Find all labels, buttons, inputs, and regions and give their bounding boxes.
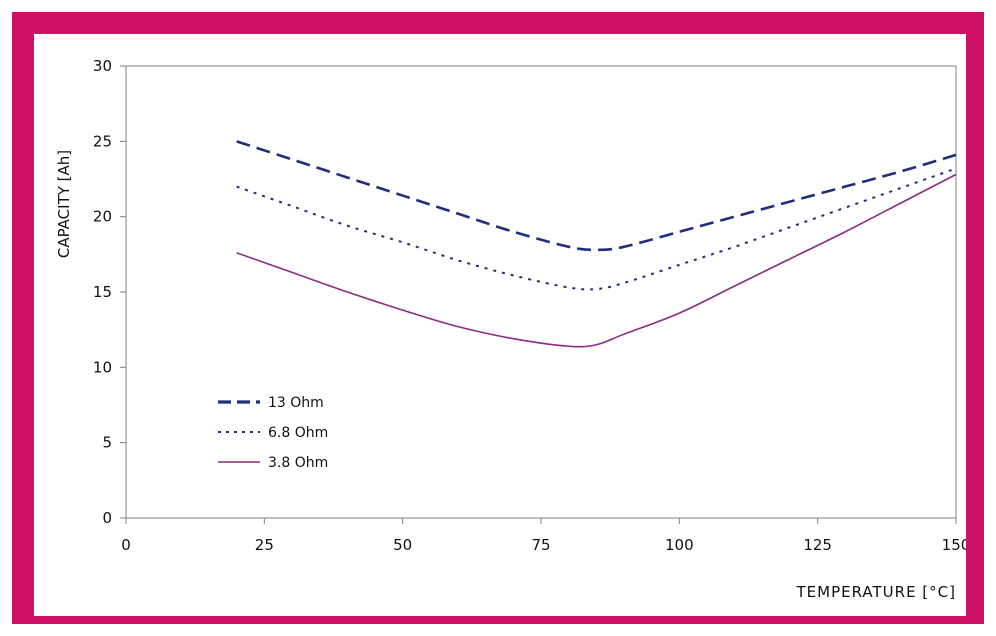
x-tick-label: 75 xyxy=(531,536,550,554)
y-tick-label: 30 xyxy=(93,57,112,75)
legend: 13 Ohm 6.8 Ohm 3.8 Ohm xyxy=(218,395,328,471)
series-line-0 xyxy=(236,140,957,252)
y-tick-label: 5 xyxy=(102,434,112,452)
x-tick-label: 125 xyxy=(803,536,832,554)
series-layer xyxy=(236,140,957,348)
x-tick-label: 100 xyxy=(665,536,694,554)
legend-label-0: 13 Ohm xyxy=(268,395,324,411)
y-tick-label: 10 xyxy=(93,358,112,376)
y-tick-label: 20 xyxy=(93,208,112,226)
y-axis-label: CAPACITY [Ah] xyxy=(55,150,73,258)
y-tick-label: 15 xyxy=(93,283,112,301)
x-axis-label: TEMPERATURE [°C] xyxy=(795,583,956,601)
x-axis: 0 25 50 75 100 125 150 xyxy=(121,518,970,554)
x-tick-label: 0 xyxy=(121,536,131,554)
legend-label-2: 3.8 Ohm xyxy=(268,455,328,471)
line-chart: 0 5 10 15 20 25 30 0 25 50 75 100 125 150 13 Ohm 6.8 … xyxy=(55,57,970,601)
x-tick-label: 25 xyxy=(255,536,274,554)
legend-label-1: 6.8 Ohm xyxy=(268,425,328,441)
y-axis: 0 5 10 15 20 25 30 xyxy=(93,57,126,527)
plot-area-border xyxy=(125,65,957,519)
y-tick-label: 0 xyxy=(102,509,112,527)
x-tick-label: 50 xyxy=(393,536,412,554)
series-line-2 xyxy=(236,173,957,348)
chart-panel: 0 5 10 15 20 25 30 0 25 50 75 100 125 150 13 Ohm 6.8 … xyxy=(34,34,970,616)
x-tick-label: 150 xyxy=(942,536,966,554)
y-tick-label: 25 xyxy=(93,132,112,150)
